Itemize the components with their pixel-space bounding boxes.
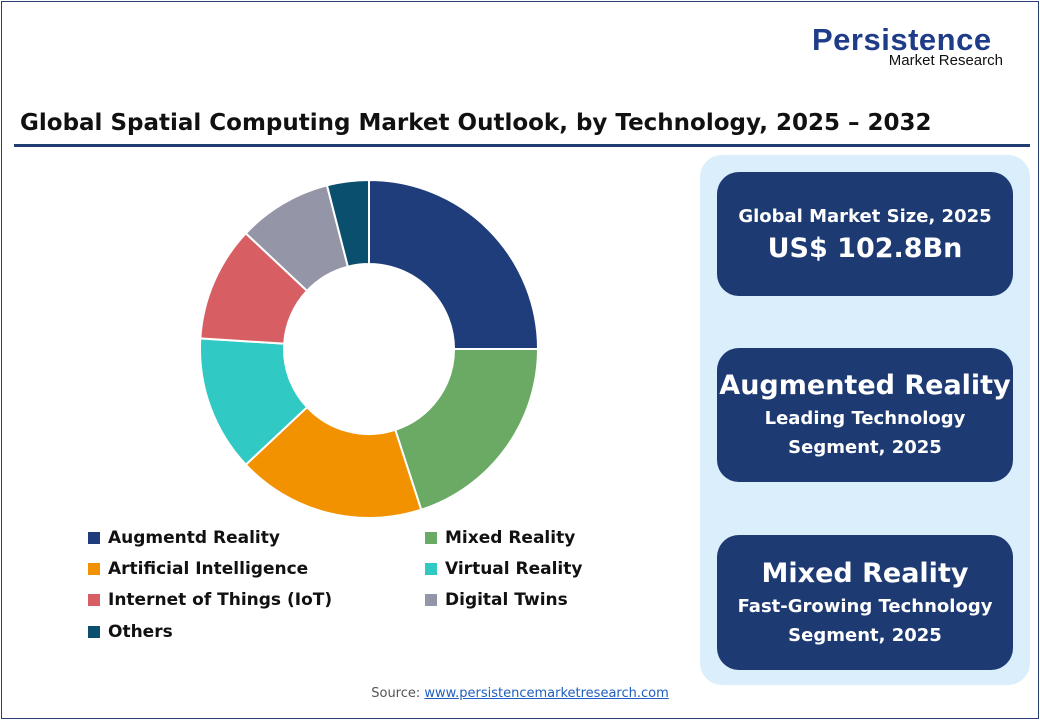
source-label: Source: — [371, 686, 421, 701]
fast-growing-card: Mixed Reality Fast-Growing Technology Se… — [717, 535, 1013, 670]
legend-item: Mixed Reality — [425, 528, 575, 548]
legend-swatch — [88, 626, 100, 638]
legend-label: Augmentd Reality — [108, 528, 280, 548]
source: Source: www.persistencemarketresearch.co… — [0, 686, 1040, 701]
donut-slice-others — [325, 178, 370, 268]
market-size-card: Global Market Size, 2025 US$ 102.8Bn — [717, 172, 1013, 296]
legend-label: Artificial Intelligence — [108, 559, 309, 579]
donut-chart — [199, 178, 540, 519]
legend-swatch — [425, 563, 437, 575]
legend-swatch — [425, 594, 437, 606]
logo: Persistence Market Research — [812, 22, 1017, 70]
legend-item: Others — [88, 622, 173, 642]
source-link[interactable]: www.persistencemarketresearch.com — [424, 686, 669, 701]
legend-swatch — [88, 563, 100, 575]
legend-label: Mixed Reality — [445, 528, 576, 548]
legend-label: Virtual Reality — [445, 559, 583, 579]
legend-item: Augmentd Reality — [88, 528, 280, 548]
logo-main: Persistence — [812, 22, 992, 57]
legend-label: Others — [108, 622, 173, 642]
legend-label: Digital Twins — [445, 590, 568, 610]
legend-item: Artificial Intelligence — [88, 559, 308, 579]
fast-growing-name: Mixed Reality — [761, 557, 969, 589]
leading-segment-year: Segment, 2025 — [788, 437, 942, 458]
logo-sub: Market Research — [888, 52, 1003, 69]
leading-segment-name: Augmented Reality — [719, 370, 1011, 401]
legend-item: Digital Twins — [425, 590, 568, 610]
legend-item: Internet of Things (IoT) — [88, 590, 332, 610]
legend-label: Internet of Things (IoT) — [108, 590, 333, 610]
donut-slice-artificial-intelligence — [244, 405, 423, 519]
legend-swatch — [88, 594, 100, 606]
leading-segment-card: Augmented Reality Leading Technology Seg… — [717, 348, 1013, 482]
donut-slice-augmentd-reality — [368, 178, 540, 350]
market-size-label: Global Market Size, 2025 — [738, 205, 992, 227]
legend-item: Virtual Reality — [425, 559, 582, 579]
legend-swatch — [425, 532, 437, 544]
donut-slice-mixed-reality — [394, 348, 540, 511]
legend-swatch — [88, 532, 100, 544]
chart-title: Global Spatial Computing Market Outlook,… — [20, 110, 932, 136]
fast-growing-label: Fast-Growing Technology — [737, 595, 993, 617]
market-size-value: US$ 102.8Bn — [767, 232, 963, 264]
fast-growing-year: Segment, 2025 — [788, 624, 942, 646]
title-divider — [14, 144, 1030, 147]
leading-segment-label: Leading Technology — [764, 408, 966, 429]
